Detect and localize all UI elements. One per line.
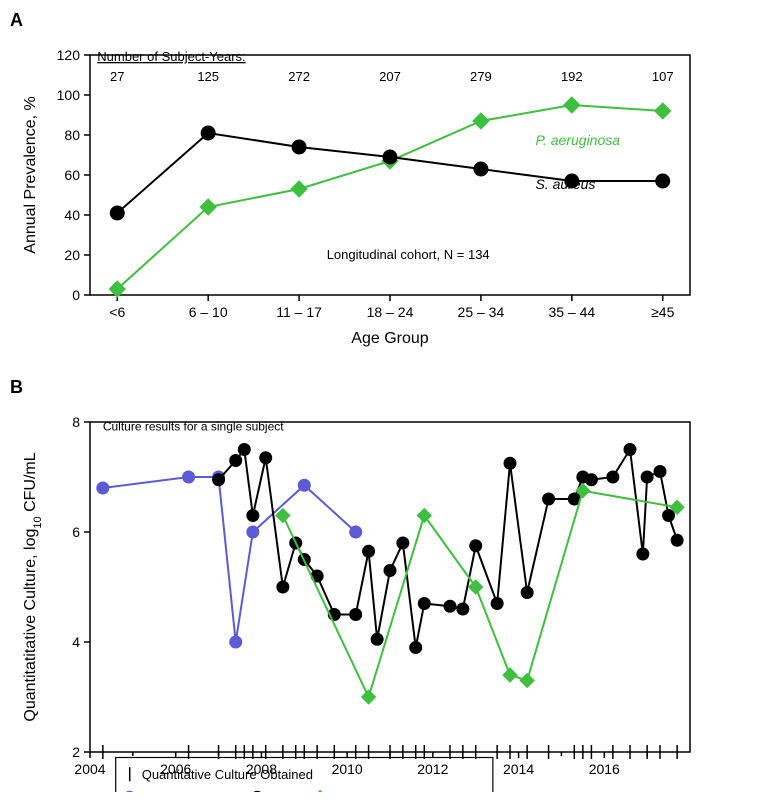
svg-text:272: 272 [288,69,310,84]
svg-text:6 – 10: 6 – 10 [189,304,228,320]
svg-text:Culture results for a single s: Culture results for a single subject [103,419,284,433]
panel-a-label: A [10,10,748,31]
svg-text:Age Group: Age Group [351,330,428,347]
svg-text:60: 60 [64,167,80,183]
panel-b-label: B [10,377,748,398]
svg-text:40: 40 [64,207,80,223]
svg-text:207: 207 [379,69,401,84]
svg-text:279: 279 [470,69,492,84]
svg-text:20: 20 [64,247,80,263]
svg-text:2: 2 [72,744,80,760]
svg-text:8: 8 [72,414,80,430]
svg-text:<6: <6 [109,304,125,320]
svg-text:0: 0 [72,287,80,303]
svg-text:Annual Prevalence, %: Annual Prevalence, % [22,96,39,253]
svg-text:35 – 44: 35 – 44 [548,304,595,320]
svg-text:S. aureus: S. aureus [535,176,595,192]
panel-b-chart: 2 4 6 8 Quantitatitative Culture, log10 CFU/… [10,402,748,792]
svg-text:11 – 17: 11 – 17 [276,304,322,320]
svg-text:125: 125 [197,69,219,84]
svg-text:80: 80 [64,127,80,143]
svg-text:100: 100 [57,87,81,103]
svg-text:18 – 24: 18 – 24 [367,304,414,320]
svg-text:2012: 2012 [417,761,448,777]
svg-text:4: 4 [72,634,80,650]
svg-text:25 – 34: 25 – 34 [458,304,505,320]
svg-text:2004: 2004 [74,761,105,777]
panel-a-chart: 0 20 40 60 80 100 120 Annual Prevalence, % <6 6 –… [10,35,748,365]
svg-text:120: 120 [57,47,81,63]
svg-text:6: 6 [72,524,80,540]
svg-text:2010: 2010 [332,761,363,777]
svg-text:P. aeruginosa: P. aeruginosa [332,790,411,792]
svg-text:Longitudinal cohort, N = 134: Longitudinal cohort, N = 134 [327,247,490,262]
svg-text:27: 27 [110,69,124,84]
svg-text:2014: 2014 [503,761,534,777]
svg-text:107: 107 [652,69,674,84]
svg-text:2016: 2016 [589,761,620,777]
svg-text:Number of Subject-Years:: Number of Subject-Years: [97,49,245,64]
svg-text:≥45: ≥45 [651,304,674,320]
svg-text:H. influenzae: H. influenzae [142,790,218,792]
svg-text:P. aeruginosa: P. aeruginosa [535,132,620,148]
svg-text:192: 192 [561,69,583,84]
svg-text:Quantitatitative Culture, log1: Quantitatitative Culture, log10 CFU/mL [22,452,44,721]
svg-text:MSSA: MSSA [269,790,306,792]
svg-text:Quantitative Culture Obtained: Quantitative Culture Obtained [142,767,313,782]
